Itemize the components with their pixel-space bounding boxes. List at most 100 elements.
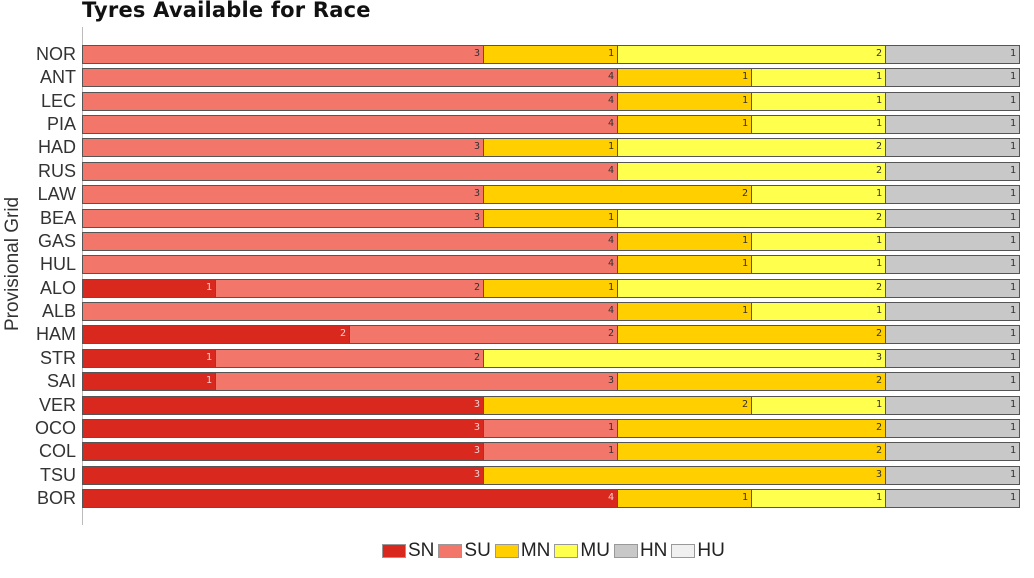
bar-segment-sn: 2 [82,325,350,345]
bar-segment-sn: 3 [82,395,484,415]
legend-swatch [613,544,638,558]
segment-value-label: 2 [875,211,882,223]
bar-segment-mn: 2 [618,372,886,392]
bar-segment-sn: 1 [82,372,216,392]
segment-value-label: 4 [607,258,614,270]
segment-value-label: 1 [875,305,882,317]
segment-value-label: 1 [1009,468,1016,480]
stacked-bar: 1 2 3 1 [82,348,1020,368]
segment-value-label: 1 [1009,234,1016,246]
legend-item-hu: HU [671,540,725,562]
bar-segment-hn: 1 [886,115,1020,135]
bar-segment-su: 3 [82,138,484,158]
bar-segment-mn: 1 [484,208,618,228]
bar-segment-mn: 2 [618,442,886,462]
category-label: PIA [46,114,76,135]
segment-value-label: 1 [875,258,882,270]
bar-segment-mu: 1 [752,255,886,275]
bar-segment-hn: 1 [886,208,1020,228]
segment-value-label: 1 [1009,445,1016,457]
bar-row: HAM 2 2 2 1 [36,324,1020,345]
bar-segment-mn: 1 [618,115,752,135]
bar-segment-mu: 1 [752,68,886,88]
category-label: LEC [40,90,76,111]
segment-value-label: 4 [607,234,614,246]
segment-value-label: 1 [741,258,748,270]
stacked-bar: 3 1 2 1 [82,138,1020,158]
bar-segment-mu: 1 [752,91,886,111]
bar-segment-hn: 1 [886,161,1020,181]
segment-value-label: 1 [1009,351,1016,363]
bar-segment-su: 4 [82,161,618,181]
segment-value-label: 1 [607,421,614,433]
category-label: HUL [39,254,76,275]
category-label: HAD [37,137,76,158]
bar-segment-sn: 1 [82,278,216,298]
stacked-bar: 3 1 2 1 [82,208,1020,228]
bar-segment-mu: 2 [618,138,886,158]
segment-value-label: 1 [1009,94,1016,106]
legend-label: MN [520,540,551,561]
segment-value-label: 3 [473,141,480,153]
stacked-bar: 3 1 2 1 [82,442,1020,462]
segment-value-label: 1 [1009,421,1016,433]
bar-segment-hn: 1 [886,325,1020,345]
segment-value-label: 3 [473,445,480,457]
legend-swatch [554,544,579,558]
segment-value-label: 1 [875,118,882,130]
segment-value-label: 2 [875,445,882,457]
bar-row: NOR 3 1 2 1 [36,44,1020,64]
bar-segment-su: 2 [216,348,484,368]
segment-value-label: 3 [473,468,480,480]
stacked-bar: 1 3 2 1 [82,372,1020,392]
segment-value-label: 2 [875,164,882,176]
bar-row: HUL 4 1 1 1 [40,254,1020,275]
legend-swatch [382,544,406,558]
segment-value-label: 3 [473,188,480,200]
chart-title: Tyres Available for Race [82,0,371,22]
segment-value-label: 2 [875,328,882,340]
category-label: NOR [36,44,76,64]
stacked-bar: 3 1 2 1 [82,45,1020,64]
segment-value-label: 1 [1009,375,1016,387]
segment-value-label: 1 [741,305,748,317]
bar-segment-su: 3 [82,45,484,64]
bar-segment-mn: 1 [618,91,752,111]
bar-segment-hn: 1 [886,68,1020,88]
segment-value-label: 1 [607,211,614,223]
segment-value-label: 1 [741,118,748,130]
category-label: ALB [41,301,76,322]
bar-segment-mu: 1 [752,302,886,322]
segment-value-label: 3 [473,211,480,223]
segment-value-label: 1 [1009,281,1016,293]
bar-row: RUS 4 2 1 [38,161,1020,181]
bar-row: BOR 4 1 1 1 [37,488,1020,509]
legend-label: HN [639,540,668,561]
bar-segment-sn: 3 [82,418,484,438]
legend-item-sn: SN [382,540,434,562]
segment-value-label: 2 [875,48,882,59]
bar-segment-su: 3 [216,372,618,392]
segment-value-label: 1 [1009,398,1016,410]
segment-value-label: 1 [741,492,748,504]
segment-value-label: 2 [741,398,748,410]
bar-segment-mu: 1 [752,115,886,135]
segment-value-label: 1 [741,94,748,106]
bar-segment-hn: 1 [886,91,1020,111]
stacked-bar: 2 2 2 1 [82,325,1020,345]
category-label: GAS [37,230,76,251]
bar-segment-su: 4 [82,68,618,88]
bar-row: PIA 4 1 1 1 [47,114,1020,135]
bar-row: SAI 1 3 2 1 [47,371,1020,392]
bar-segment-su: 1 [484,442,618,462]
segment-value-label: 1 [607,281,614,293]
bar-segment-hn: 1 [886,45,1020,64]
category-label: VER [38,394,76,415]
bar-row: TSU 3 3 1 [40,465,1020,485]
legend-item-mu: MU [554,540,610,562]
segment-value-label: 2 [875,421,882,433]
stacked-bar: 4 1 1 1 [82,115,1020,135]
bar-segment-hn: 1 [886,372,1020,392]
bar-segment-hn: 1 [886,395,1020,415]
category-label: BOR [36,488,76,509]
